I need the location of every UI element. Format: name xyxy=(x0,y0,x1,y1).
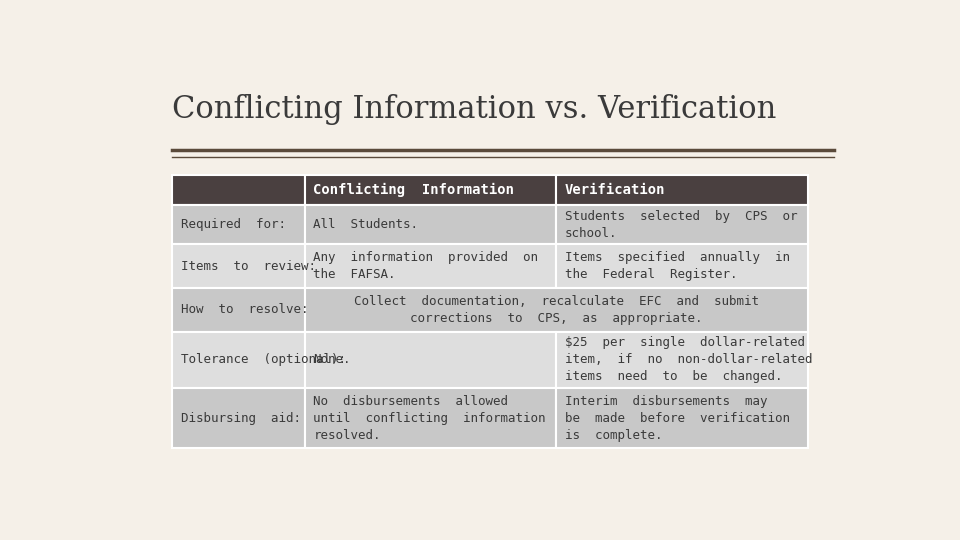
Text: Interim  disbursements  may
be  made  before  verification
is  complete.: Interim disbursements may be made before… xyxy=(565,395,790,442)
FancyBboxPatch shape xyxy=(556,332,807,388)
FancyBboxPatch shape xyxy=(172,245,304,288)
FancyBboxPatch shape xyxy=(304,245,556,288)
FancyBboxPatch shape xyxy=(172,332,304,388)
Text: Any  information  provided  on
the  FAFSA.: Any information provided on the FAFSA. xyxy=(313,251,539,281)
Text: Tolerance  (optional):: Tolerance (optional): xyxy=(181,353,346,366)
Text: Conflicting Information vs. Verification: Conflicting Information vs. Verification xyxy=(172,94,777,125)
FancyBboxPatch shape xyxy=(172,288,304,332)
Text: Verification: Verification xyxy=(565,183,665,197)
Text: Students  selected  by  CPS  or
school.: Students selected by CPS or school. xyxy=(565,210,798,240)
FancyBboxPatch shape xyxy=(172,205,304,245)
Text: All  Students.: All Students. xyxy=(313,218,419,231)
FancyBboxPatch shape xyxy=(304,388,556,448)
Text: None.: None. xyxy=(313,353,351,366)
Text: $25  per  single  dollar-related
item,  if  no  non-dollar-related
items  need  : $25 per single dollar-related item, if n… xyxy=(565,336,812,383)
Text: How  to  resolve:: How to resolve: xyxy=(181,303,308,316)
Text: Items  specified  annually  in
the  Federal  Register.: Items specified annually in the Federal … xyxy=(565,251,790,281)
FancyBboxPatch shape xyxy=(304,332,556,388)
Text: Collect  documentation,  recalculate  EFC  and  submit
corrections  to  CPS,  as: Collect documentation, recalculate EFC a… xyxy=(353,295,758,325)
Text: Required  for:: Required for: xyxy=(181,218,286,231)
Text: Items  to  review:: Items to review: xyxy=(181,260,316,273)
Text: Conflicting  Information: Conflicting Information xyxy=(313,183,515,197)
FancyBboxPatch shape xyxy=(556,245,807,288)
FancyBboxPatch shape xyxy=(304,175,556,205)
Text: No  disbursements  allowed
until  conflicting  information
resolved.: No disbursements allowed until conflicti… xyxy=(313,395,546,442)
FancyBboxPatch shape xyxy=(304,205,556,245)
FancyBboxPatch shape xyxy=(556,175,807,205)
Text: Disbursing  aid:: Disbursing aid: xyxy=(181,411,301,424)
FancyBboxPatch shape xyxy=(556,388,807,448)
FancyBboxPatch shape xyxy=(556,205,807,245)
FancyBboxPatch shape xyxy=(172,175,304,205)
FancyBboxPatch shape xyxy=(304,288,807,332)
FancyBboxPatch shape xyxy=(172,388,304,448)
